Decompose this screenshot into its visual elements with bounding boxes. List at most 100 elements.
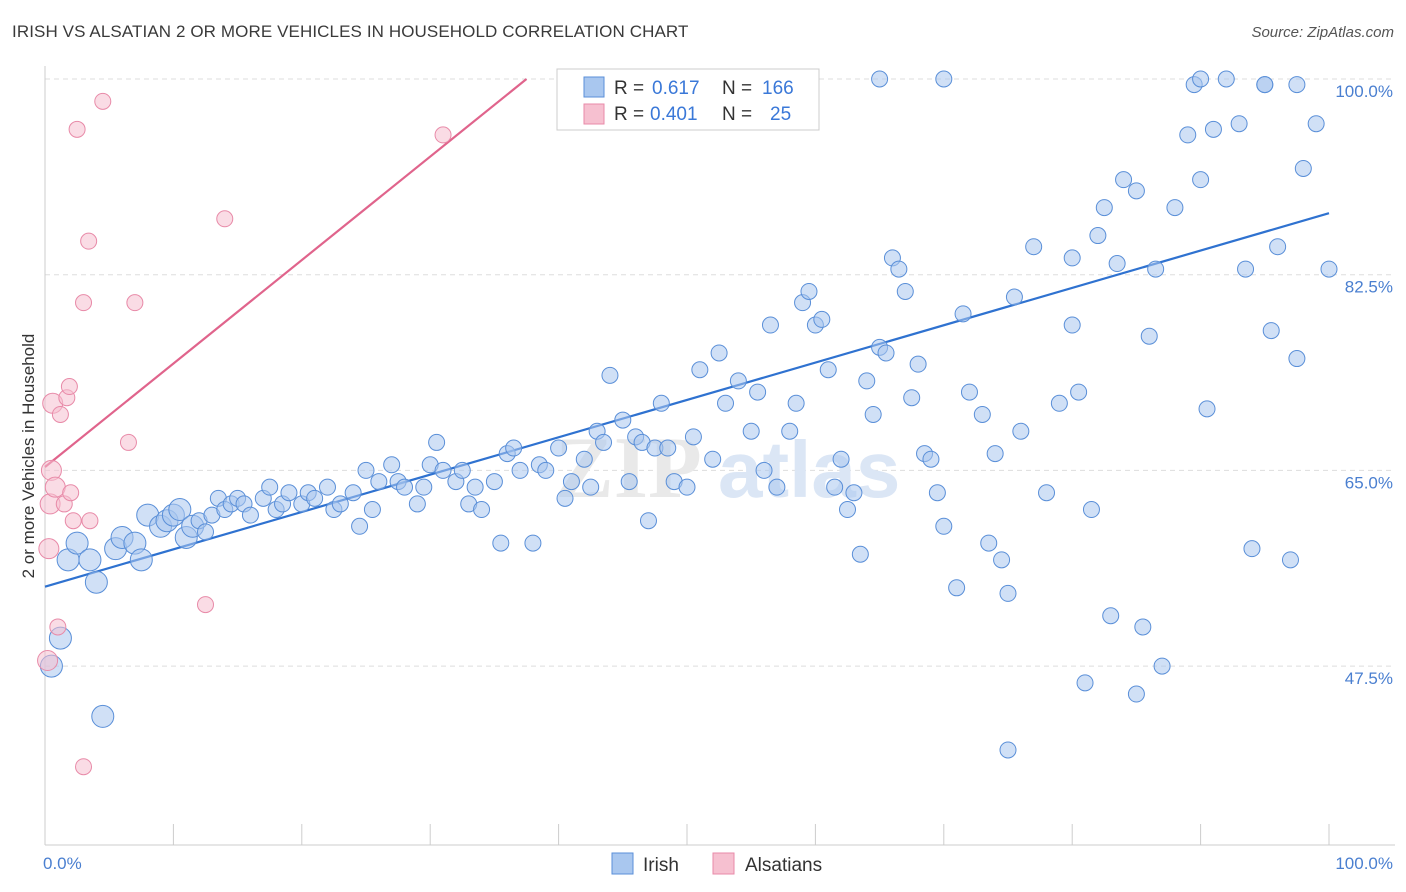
- irish-point: [1140, 327, 1158, 345]
- irish-point: [370, 473, 388, 491]
- page-title: IRISH VS ALSATIAN 2 OR MORE VEHICLES IN …: [12, 22, 689, 41]
- irish-point: [755, 461, 773, 479]
- irish-point: [960, 383, 978, 401]
- irish-point: [839, 501, 856, 519]
- alsatian-trend-line: [44, 78, 528, 468]
- irish-point: [986, 445, 1004, 463]
- irish-point: [652, 394, 670, 412]
- irish-point: [1089, 227, 1107, 245]
- alsatian-point: [62, 484, 80, 502]
- irish-point: [1134, 618, 1152, 636]
- bottom-legend-swatch-alsatians: [712, 852, 735, 875]
- irish-point: [954, 305, 972, 323]
- irish-point: [800, 282, 818, 300]
- irish-point: [318, 478, 336, 496]
- irish-point: [511, 461, 529, 479]
- irish-point: [614, 411, 632, 429]
- irish-point: [935, 70, 953, 88]
- irish-point: [710, 344, 728, 362]
- irish-point: [890, 260, 908, 278]
- irish-point: [261, 478, 279, 496]
- irish-point: [1320, 260, 1338, 278]
- irish-point: [396, 478, 414, 496]
- irish-point: [1198, 400, 1216, 418]
- irish-point: [91, 704, 115, 728]
- irish-point: [1288, 350, 1306, 368]
- irish-point: [1179, 126, 1197, 144]
- y-tick-label: 47.5%: [1345, 669, 1393, 688]
- bottom-legend-irish: Irish: [643, 855, 679, 876]
- grid-lines: [45, 78, 1395, 667]
- irish-point: [639, 512, 657, 530]
- irish-point: [1262, 322, 1280, 340]
- y-tick-labels: 47.5% 65.0% 82.5% 100.0%: [1335, 82, 1393, 688]
- alsatian-point: [49, 618, 67, 636]
- irish-point: [524, 534, 542, 552]
- irish-point: [1256, 76, 1274, 94]
- alsatian-point: [64, 512, 82, 530]
- irish-point: [1243, 540, 1261, 558]
- alsatian-point: [434, 126, 452, 144]
- irish-point: [197, 523, 214, 541]
- irish-point: [357, 461, 375, 479]
- irish-point: [1070, 383, 1088, 401]
- irish-point: [1230, 115, 1248, 133]
- alsatian-point: [75, 294, 93, 312]
- irish-point: [922, 450, 940, 468]
- irish-point: [813, 310, 831, 328]
- irish-point: [363, 501, 381, 519]
- alsatian-point: [94, 92, 112, 110]
- alsatian-point: [119, 433, 137, 451]
- irish-point: [1063, 249, 1081, 267]
- irish-point: [999, 741, 1017, 759]
- alsatian-points: [37, 92, 452, 776]
- irish-point: [1108, 255, 1126, 273]
- irish-point: [742, 422, 760, 440]
- bottom-legend-alsatians: Alsatians: [745, 855, 822, 876]
- irish-point: [864, 405, 882, 423]
- irish-point: [344, 484, 362, 502]
- y-axis-title: 2 or more Vehicles in Household: [19, 334, 38, 579]
- irish-point: [129, 548, 153, 572]
- alsatian-point: [80, 232, 98, 250]
- legend-irish-n-label: N =: [722, 78, 752, 99]
- alsatian-point: [216, 210, 234, 228]
- alsatian-point: [197, 596, 214, 614]
- irish-point: [993, 551, 1011, 569]
- irish-point: [729, 372, 747, 390]
- irish-point: [851, 545, 869, 563]
- irish-point: [903, 389, 921, 407]
- irish-point: [749, 383, 767, 401]
- irish-point: [819, 361, 837, 379]
- watermark-atlas: atlas: [718, 425, 900, 514]
- irish-point: [595, 433, 613, 451]
- x-tick-labels: 0.0% 100.0%: [43, 854, 1393, 873]
- irish-trend-line: [44, 212, 1330, 588]
- irish-point: [832, 450, 850, 468]
- x-tick-label: 0.0%: [43, 854, 82, 873]
- trend-lines: [44, 78, 1330, 588]
- legend-alsatians-n-value: 25: [770, 104, 791, 125]
- irish-point: [505, 439, 523, 457]
- alsatian-point: [75, 758, 93, 776]
- irish-point: [556, 489, 574, 507]
- irish-point: [280, 484, 298, 502]
- irish-point: [582, 478, 600, 496]
- irish-point: [492, 534, 510, 552]
- irish-point: [1082, 501, 1100, 519]
- irish-point: [973, 405, 991, 423]
- irish-point: [1192, 70, 1210, 88]
- irish-point: [453, 461, 471, 479]
- y-tick-label: 82.5%: [1345, 278, 1393, 297]
- irish-point: [858, 372, 876, 390]
- irish-point: [1307, 115, 1325, 133]
- alsatian-point: [51, 405, 69, 423]
- irish-point: [241, 506, 259, 524]
- irish-point: [659, 439, 677, 457]
- irish-point: [65, 531, 89, 555]
- irish-point: [1038, 484, 1056, 502]
- irish-point: [408, 495, 426, 513]
- irish-point: [768, 478, 786, 496]
- legend-alsatians-n-label: N =: [722, 104, 752, 125]
